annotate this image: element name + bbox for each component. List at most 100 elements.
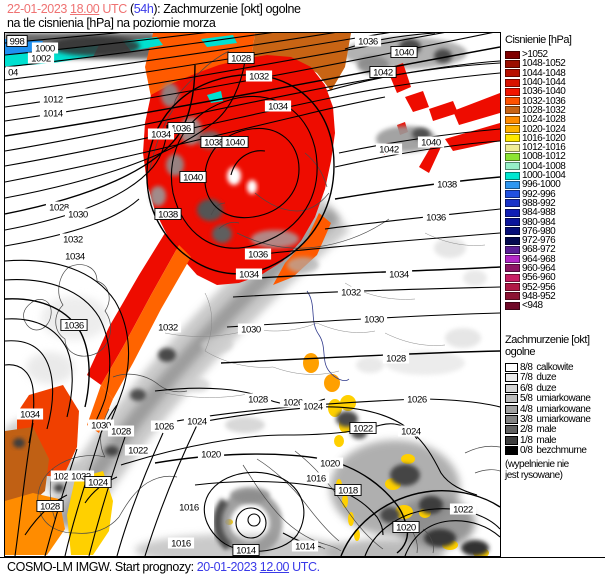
isobar-label-box [422,211,450,223]
isobar-label-box [124,444,152,456]
cloud-legend-row: 4/8 umiarkowane [505,404,605,415]
isobar-labels: 9981000100204101210141028103210341036104… [5,35,477,556]
isobar-label-box [175,501,203,513]
isobar-label-box [235,268,263,280]
cloud-legend-subtitle: ogolne [505,346,536,359]
pressure-legend-row: 1024-1028 [505,114,605,126]
pressure-swatch [505,69,520,78]
pressure-swatch [505,78,520,87]
isobar-label-value: 1030 [364,314,384,325]
isobar-label-box [64,208,92,220]
pressure-legend-rows: >1052 1048-1052 1044-1048 1040-1044 1036-104… [505,49,605,312]
isobar-label-box [167,537,195,549]
pressure-range-label: 996-1000 [522,179,561,191]
pressure-legend-row: 948-952 [505,291,605,302]
pressure-range-label: 980-984 [522,216,556,228]
isobar-label-value: 1034 [268,101,289,112]
isobar-label-value: 1022 [453,504,473,515]
isobar-label-value: 1028 [231,53,251,64]
pressure-legend-row: >1052 [505,49,605,60]
pressure-swatch [505,208,520,217]
pressure-legend-row: 968-972 [505,244,605,255]
isobar-label-box [264,100,292,112]
cloud-amount-label: duze [536,372,557,384]
pressure-legend-row: 996-1000 [505,179,605,191]
isobar-label-value: 1026 [407,394,427,405]
isobar-label-value: 1034 [239,269,260,280]
pressure-legend-row: 1020-1024 [505,124,605,135]
isobar-label-box [369,66,397,78]
pressure-range-label: 1048-1052 [522,58,566,70]
isobar-label-value: 1000 [35,43,55,54]
isobar-label-box [302,472,330,484]
isobar-label-box [39,93,67,105]
isobar-label-value: 1002 [31,53,51,64]
isobar-label-box [337,286,365,298]
isobar-label-value: 1024 [88,477,109,488]
pressure-legend-row: 1040-1044 [505,77,605,89]
isobar-label-box [154,321,182,333]
coastlines [23,50,500,554]
pressure-legend-row: 988-992 [505,198,605,209]
pressure-swatch [505,190,520,199]
cloud-amount-label: umiarkowane [536,413,591,425]
pressure-swatch [505,255,520,264]
pressure-legend-row: 1012-1016 [505,142,605,153]
pressure-swatch [505,162,520,171]
cloud-amount-label: duze [536,382,557,394]
cloud-okt-label: 0/8 [520,445,533,457]
pressure-swatch [505,236,520,245]
pressure-legend-row: 976-980 [505,226,605,237]
isobar-label-value: 1034 [389,269,410,280]
pressure-range-label: 1024-1028 [522,114,566,126]
isobar-label-box [31,42,59,54]
isobar-label-box [61,250,89,262]
cloud-okt-label: 7/8 [520,372,533,384]
isobar-label-box [6,35,28,47]
pressure-legend-row: 960-964 [505,262,605,274]
cloud-swatch [505,394,518,404]
isobar-label-value: 1016 [171,538,191,549]
isobar-label-box [179,171,207,183]
pressure-legend-row: 956-960 [505,272,605,283]
lead-paren-open: ( [129,2,134,16]
isobar-label-value: 1032 [63,234,83,245]
pressure-range-label: 1036-1040 [522,86,566,98]
cloud-swatch [505,404,518,414]
isobar-label-value: 1024 [401,426,422,437]
cloud-swatch [505,414,518,424]
pressure-legend-row: 964-968 [505,254,605,265]
pressure-swatch [505,292,520,301]
start-utc: UTC. [292,560,320,574]
isobar-label-box [279,396,307,408]
isobar-label-value: 1018 [338,485,358,496]
pressure-legend-row: 1032-1036 [505,96,605,107]
isobar-label-value: 1022 [128,445,148,456]
pressure-swatch [505,50,520,59]
pressure-swatch [505,171,520,180]
cloud-swatch [505,363,518,372]
cloud-swatch [505,435,518,445]
pressure-legend-row: 952-956 [505,282,605,293]
isobar-label-value: 1016 [306,473,326,484]
isobar-label-box [334,484,362,496]
weather-map-canvas: 9981000100204101210141028103210341036104… [5,33,500,556]
cloud-legend-rows: 8/8 calkowite 7/8 duze 6/8 duze 5/8 umiarkowane… [505,362,605,456]
pressure-range-label: 1004-1008 [522,160,566,172]
pressure-swatch [505,152,520,161]
isobar-label-value: 1036 [171,123,191,134]
pressure-legend-row: 1028-1032 [505,105,605,116]
isobar-label-box [360,313,388,325]
isobar-label-value: 1038 [204,137,224,148]
isobar-label-box [392,521,420,533]
pressure-swatch [505,87,520,96]
isobar-label-value: 1032 [341,287,361,298]
pressure-range-label: 960-964 [522,262,556,274]
pressure-range-label: <948 [522,300,543,312]
pressure-legend-row: 1016-1020 [505,133,605,144]
isobar-label-value: 1016 [179,502,199,513]
isobar-label-box [60,319,88,331]
pressure-range-label: 1040-1044 [522,77,566,89]
pressure-swatch [505,97,520,106]
pressure-range-label: 992-996 [522,188,556,200]
